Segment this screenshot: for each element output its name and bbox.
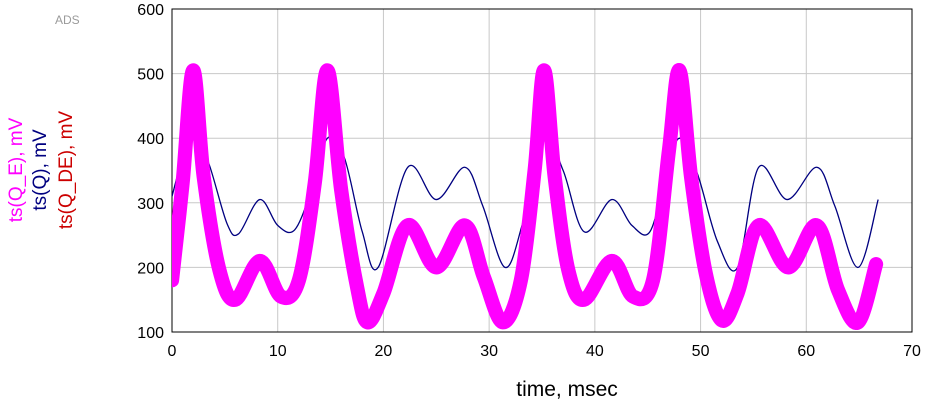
x-axis-title: time, msec — [516, 378, 618, 401]
x-tick-label: 40 — [586, 343, 604, 360]
plot-frame — [171, 8, 913, 333]
x-tick-label: 10 — [269, 343, 287, 360]
series-layer — [172, 63, 884, 330]
y-axis-title-2: ts(Q), mV — [30, 129, 51, 211]
y-axis-title-3: ts(Q_DE), mV — [56, 111, 77, 230]
y-tick-label: 200 — [137, 260, 164, 277]
y-tick-label: 300 — [137, 196, 164, 213]
y-tick-label: 100 — [137, 325, 164, 342]
x-tick-label: 30 — [480, 343, 498, 360]
x-tick-labels: 0 10 20 30 40 50 60 70 — [168, 343, 921, 360]
y-tick-labels: 100 200 300 400 500 600 — [137, 2, 164, 342]
y-axis-title-1: ts(Q_E), mV — [6, 117, 27, 222]
x-tick-label: 0 — [168, 343, 177, 360]
x-tick-label: 50 — [692, 343, 710, 360]
series-line-ts-q-e- — [172, 63, 884, 330]
watermark-label: ADS — [55, 13, 80, 27]
y-tick-label: 600 — [137, 2, 164, 19]
x-tick-label: 70 — [903, 343, 921, 360]
y-tick-label: 500 — [137, 67, 164, 84]
x-tick-label: 60 — [797, 343, 815, 360]
y-tick-label: 400 — [137, 131, 164, 148]
y-axis-titles: ts(Q_E), mV ts(Q), mV ts(Q_DE), mV — [6, 111, 77, 230]
x-tick-label: 20 — [375, 343, 393, 360]
grid-lines — [172, 9, 912, 332]
